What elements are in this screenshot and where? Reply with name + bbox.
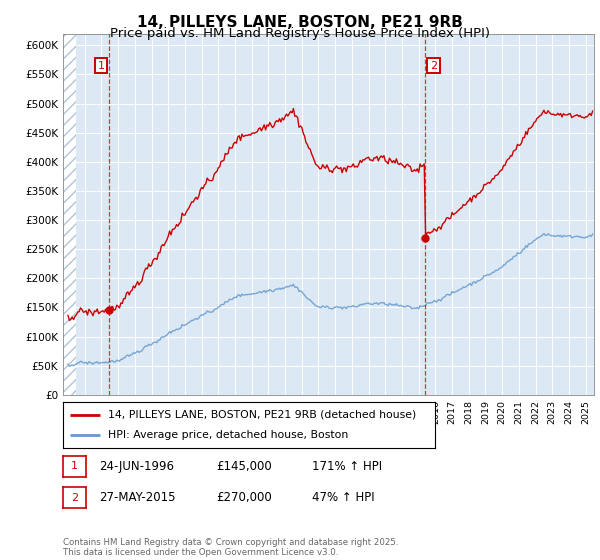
Text: £270,000: £270,000 [216, 491, 272, 505]
Text: 1: 1 [97, 60, 104, 71]
Text: 2: 2 [430, 60, 437, 71]
Text: HPI: Average price, detached house, Boston: HPI: Average price, detached house, Bost… [107, 430, 348, 440]
Text: £145,000: £145,000 [216, 460, 272, 473]
Text: 27-MAY-2015: 27-MAY-2015 [99, 491, 176, 505]
Text: 47% ↑ HPI: 47% ↑ HPI [312, 491, 374, 505]
Text: 14, PILLEYS LANE, BOSTON, PE21 9RB: 14, PILLEYS LANE, BOSTON, PE21 9RB [137, 15, 463, 30]
Text: 24-JUN-1996: 24-JUN-1996 [99, 460, 174, 473]
Text: Price paid vs. HM Land Registry's House Price Index (HPI): Price paid vs. HM Land Registry's House … [110, 27, 490, 40]
Text: 2: 2 [71, 493, 78, 503]
Text: 14, PILLEYS LANE, BOSTON, PE21 9RB (detached house): 14, PILLEYS LANE, BOSTON, PE21 9RB (deta… [107, 410, 416, 420]
Bar [63, 34, 76, 395]
Text: Contains HM Land Registry data © Crown copyright and database right 2025.
This d: Contains HM Land Registry data © Crown c… [63, 538, 398, 557]
Text: 171% ↑ HPI: 171% ↑ HPI [312, 460, 382, 473]
Text: 1: 1 [71, 461, 78, 472]
